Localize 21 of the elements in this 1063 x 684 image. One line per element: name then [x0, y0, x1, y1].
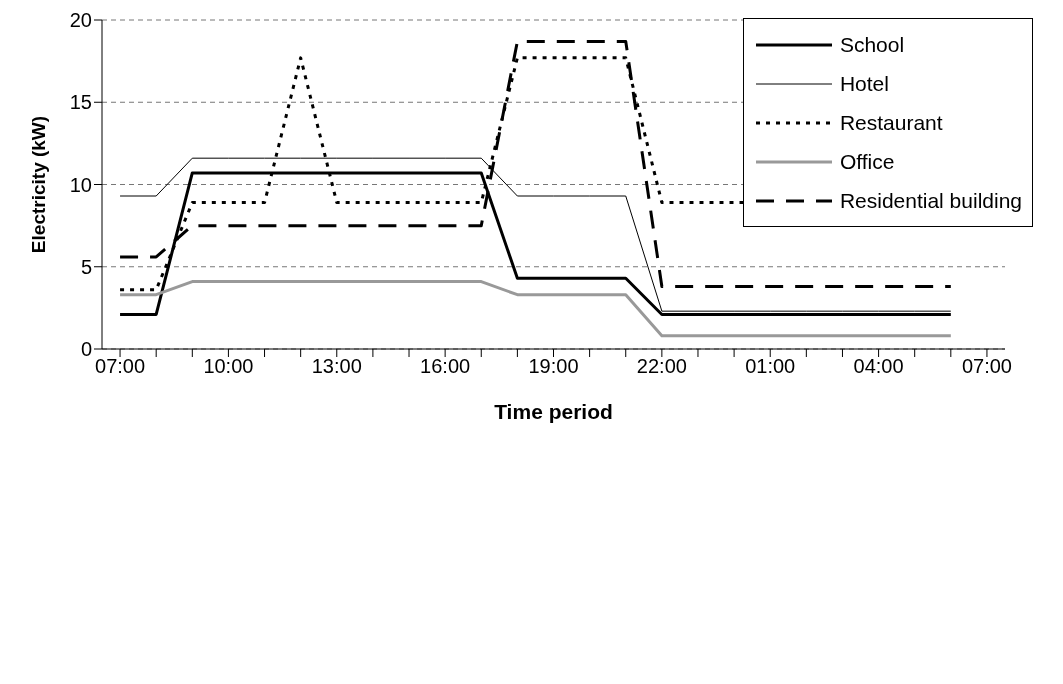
y-tick-label: 0: [80, 338, 92, 361]
legend-label: Office: [839, 149, 895, 174]
y-tick-label: 15: [69, 91, 92, 114]
x-tick-label: 10:00: [203, 355, 254, 378]
x-tick-label: 22:00: [636, 355, 687, 378]
x-tick-label: 16:00: [420, 355, 471, 378]
x-tick-label: 07:00: [95, 355, 146, 378]
legend-label: Hotel: [839, 71, 889, 96]
legend-label: Restaurant: [839, 110, 943, 135]
x-tick-label: 07:00: [961, 355, 1012, 378]
x-tick-label: 13:00: [311, 355, 362, 378]
x-tick-label: 01:00: [745, 355, 796, 378]
x-tick-label: 19:00: [528, 355, 579, 378]
y-tick-label: 10: [69, 173, 92, 196]
legend-label: School: [839, 32, 905, 57]
y-axis-title: Electricity (kW): [27, 115, 49, 254]
legend-label: Residential building: [839, 188, 1022, 213]
y-tick-label: 20: [69, 9, 92, 32]
y-tick-label: 5: [80, 255, 92, 278]
x-tick-label: 04:00: [853, 355, 904, 378]
x-axis-title: Time period: [494, 400, 613, 423]
